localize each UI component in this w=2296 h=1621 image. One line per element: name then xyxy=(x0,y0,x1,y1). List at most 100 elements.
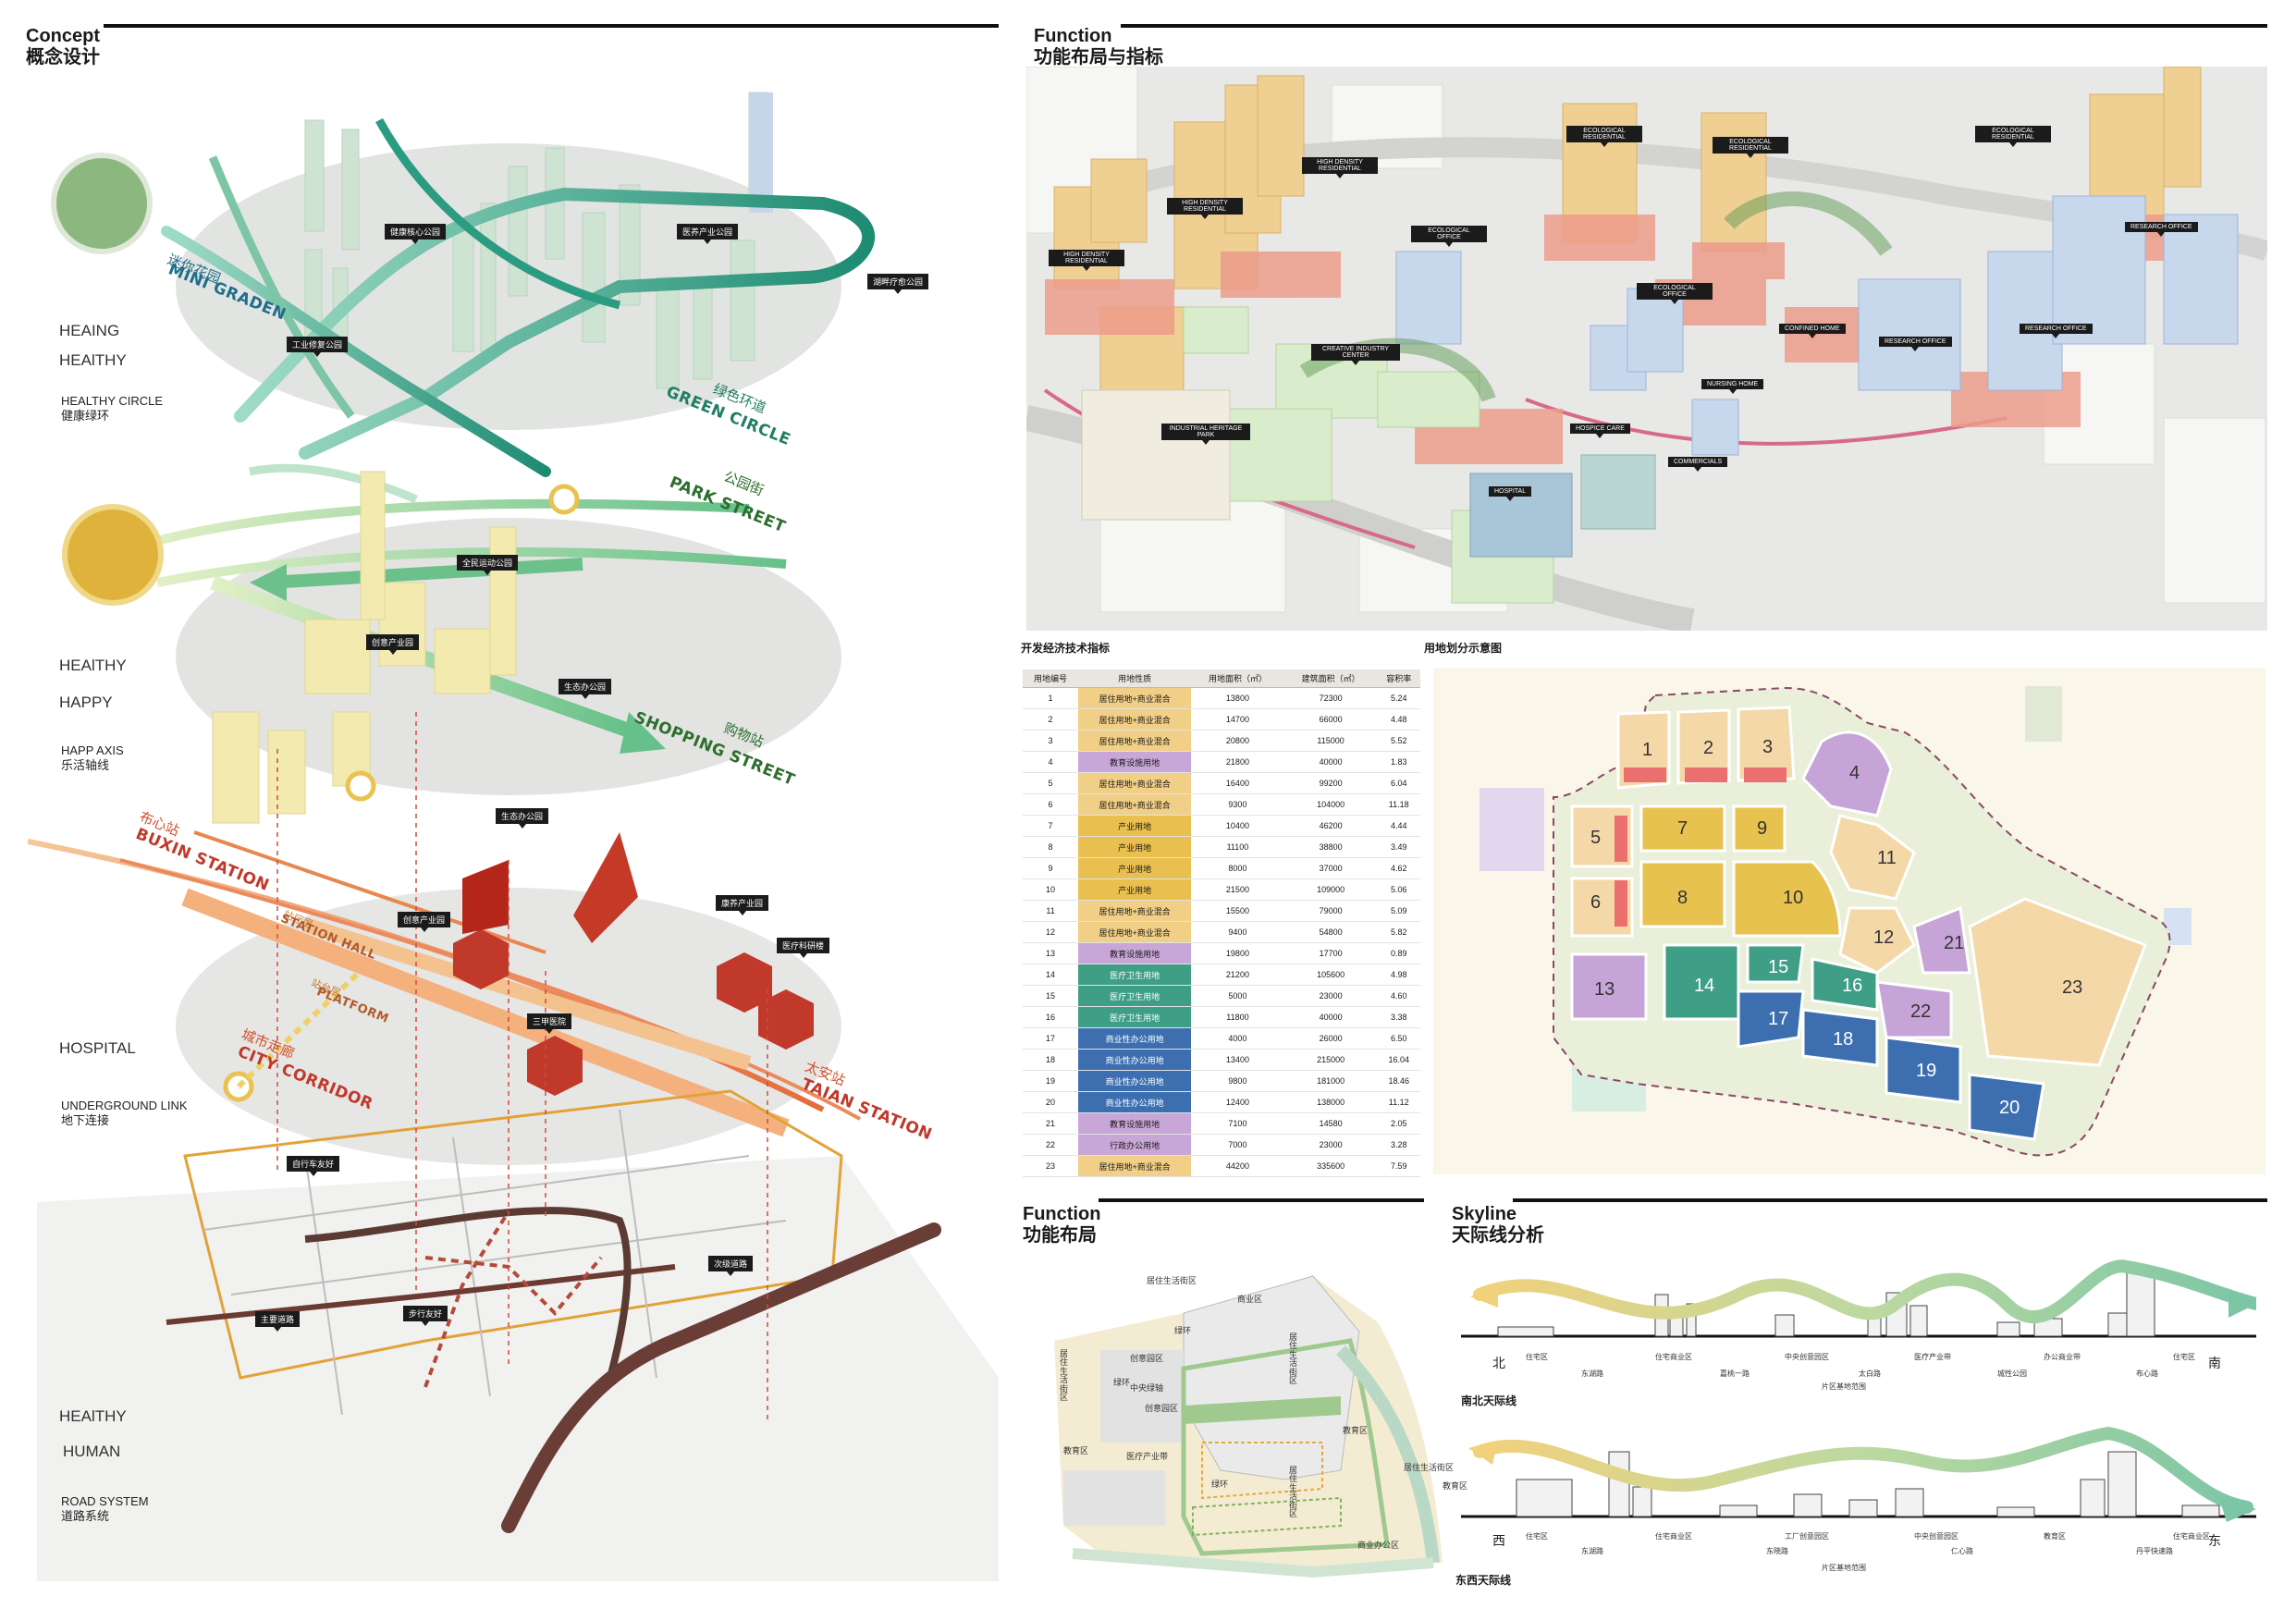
table-cell: 181000 xyxy=(1283,1070,1378,1092)
plot-number: 12 xyxy=(1873,927,1894,948)
tag-hospital: 三甲医院 xyxy=(527,1013,572,1034)
function-top-title-cn: 功能布局与指标 xyxy=(1034,47,1163,68)
land-use-type-cell: 产业用地 xyxy=(1078,836,1192,858)
land-use-type-cell: 居住用地+商业混合 xyxy=(1078,687,1192,709)
land-use-type-cell: 居住用地+商业混合 xyxy=(1078,793,1192,816)
zone-label: 创意园区 xyxy=(1145,1404,1179,1413)
table-cell: 5.24 xyxy=(1377,687,1420,709)
table-cell: 6.50 xyxy=(1377,1027,1420,1050)
table-cell: 99200 xyxy=(1283,772,1378,794)
table-row: 19 商业性办公用地 9800 181000 18.46 xyxy=(1023,1070,1420,1092)
skyline-road-label: 太白路 xyxy=(1859,1369,1881,1378)
skyline-zone-label: 住宅区 xyxy=(1526,1532,1548,1541)
table-row: 5 居住用地+商业混合 16400 99200 6.04 xyxy=(1023,772,1420,794)
table-cell: 19800 xyxy=(1191,942,1284,964)
land-plot xyxy=(1737,706,1796,782)
tag-lakeside-park: 湖畔疗愈公园 xyxy=(867,274,929,294)
commercial-strip xyxy=(1624,768,1666,782)
axon-tag-hd-res-3: HIGH DENSITY RESIDENTIAL xyxy=(1049,250,1124,271)
axon-tag-eco-res-1: ECOLOGICAL RESIDENTIAL xyxy=(1566,126,1642,147)
land-use-type-cell: 居住用地+商业混合 xyxy=(1078,708,1192,731)
land-use-type-cell: 居住用地+商业混合 xyxy=(1078,1155,1192,1177)
table-row: 1 居住用地+商业混合 13800 72300 5.24 xyxy=(1023,687,1420,709)
indicator-body: 1 居住用地+商业混合 13800 72300 5.24 2 居住用地+商业混合 14700 6… xyxy=(1023,687,1420,1177)
table-row: 8 产业用地 11100 38800 3.49 xyxy=(1023,836,1420,858)
table-cell: 3.49 xyxy=(1377,836,1420,858)
table-cell: 10400 xyxy=(1191,815,1284,837)
skyline-zone-label: 住宅商业区 xyxy=(1655,1532,1692,1541)
plot-number: 19 xyxy=(1916,1061,1936,1081)
land-plot xyxy=(1875,980,1953,1039)
plot-number: 3 xyxy=(1762,737,1773,757)
table-cell: 5.52 xyxy=(1377,730,1420,752)
skyline-ew-left: 西 xyxy=(1492,1533,1505,1548)
skyline-ns-caption: 南北天际线 xyxy=(1461,1394,1517,1407)
table-row: 2 居住用地+商业混合 14700 66000 4.48 xyxy=(1023,708,1420,731)
skyline-ns xyxy=(1461,1259,2256,1338)
tag-research-building: 医疗科研楼 xyxy=(777,938,830,958)
skyline-zone-label: 教育区 xyxy=(2044,1532,2066,1541)
skyline-zone-label: 办公商业带 xyxy=(2044,1353,2081,1361)
plot-number: 15 xyxy=(1768,957,1788,977)
skyline-heading: Skyline 天际线分析 xyxy=(1452,1204,1544,1246)
table-cell: 9 xyxy=(1023,857,1079,879)
land-use-type-cell: 医疗卫生用地 xyxy=(1078,964,1192,986)
table-cell: 4.98 xyxy=(1377,964,1420,986)
table-cell: 21800 xyxy=(1191,751,1284,773)
layer-4-sub-en: ROAD SYSTEM xyxy=(61,1494,149,1508)
plot-number: 14 xyxy=(1694,976,1714,996)
zone-label: 居住生活街区 xyxy=(1289,1332,1298,1386)
table-cell: 21200 xyxy=(1191,964,1284,986)
table-cell: 4 xyxy=(1023,751,1079,773)
skyline-road-label: 布心路 xyxy=(2136,1369,2158,1378)
land-plot xyxy=(1737,989,1805,1049)
land-plot xyxy=(1811,957,1879,1012)
thumb-happy xyxy=(65,507,161,603)
table-cell: 335600 xyxy=(1283,1155,1378,1177)
concept-title-cn: 概念设计 xyxy=(26,47,100,68)
layer-3-word1: HOSPITAL xyxy=(59,1039,136,1057)
table-cell: 6.04 xyxy=(1377,772,1420,794)
axon-tag-heritage-park: INDUSTRIAL HERITAGE PARK xyxy=(1161,424,1250,445)
indicator-header-cell: 建筑面积（㎡） xyxy=(1283,669,1378,688)
layer-2-word2: HAPPY xyxy=(59,694,113,711)
zone-label: 创意园区 xyxy=(1130,1354,1164,1363)
table-cell: 16400 xyxy=(1191,772,1284,794)
land-use-type-cell: 商业性办公用地 xyxy=(1078,1070,1192,1092)
table-row: 3 居住用地+商业混合 20800 115000 5.52 xyxy=(1023,730,1420,752)
table-cell: 8 xyxy=(1023,836,1079,858)
thumb-garden xyxy=(54,155,150,252)
indicator-table: 用地编号 用地性质 用地面积（㎡） 建筑面积（㎡） 容积率 1 居住用地+商业混合 1380… xyxy=(1023,669,1420,1177)
plot-number: 23 xyxy=(2062,977,2082,998)
zone-label: 绿环 xyxy=(1174,1326,1192,1335)
table-cell: 12400 xyxy=(1191,1091,1284,1113)
zone-label: 居住生活街区 xyxy=(1147,1276,1197,1285)
land-plot xyxy=(1912,905,1971,975)
table-cell: 9400 xyxy=(1191,921,1284,943)
land-use-type-cell: 居住用地+商业混合 xyxy=(1078,900,1192,922)
zone-label: 教育区 xyxy=(1063,1446,1089,1455)
table-cell: 16 xyxy=(1023,1006,1079,1028)
function-bottom-title-en: Function xyxy=(1023,1204,1101,1224)
skyline-road-label: 东湖路 xyxy=(1581,1369,1603,1378)
table-cell: 109000 xyxy=(1283,878,1378,901)
table-row: 20 商业性办公用地 12400 138000 11.12 xyxy=(1023,1091,1420,1113)
concept-diagram xyxy=(28,92,999,1581)
skyline-road-label: 丹平快速路 xyxy=(2136,1547,2173,1555)
layer-3-sub-cn: 地下连接 xyxy=(61,1113,110,1127)
plot-number: 10 xyxy=(1783,888,1803,908)
skyline-rule xyxy=(1513,1198,2267,1202)
land-use-type-cell: 产业用地 xyxy=(1078,857,1192,879)
tag-creative-park-1: 创意产业园 xyxy=(366,634,420,655)
axon-tag-research-2: RESEARCH OFFICE xyxy=(2020,324,2093,338)
skyline-road-label: 嘉桃一路 xyxy=(1720,1369,1750,1378)
table-row: 4 教育设施用地 21800 40000 1.83 xyxy=(1023,751,1420,773)
axon-tag-eco-res-3: ECOLOGICAL RESIDENTIAL xyxy=(1975,126,2051,147)
table-cell: 5.09 xyxy=(1377,900,1420,922)
land-use-type-cell: 居住用地+商业混合 xyxy=(1078,921,1192,943)
zone-label: 教育区 xyxy=(1443,1481,1468,1491)
tag-industrial-park: 工业修复公园 xyxy=(287,337,349,357)
plot-number: 6 xyxy=(1590,892,1601,913)
indicator-header-cell: 用地面积（㎡） xyxy=(1191,669,1284,688)
table-cell: 12 xyxy=(1023,921,1079,943)
